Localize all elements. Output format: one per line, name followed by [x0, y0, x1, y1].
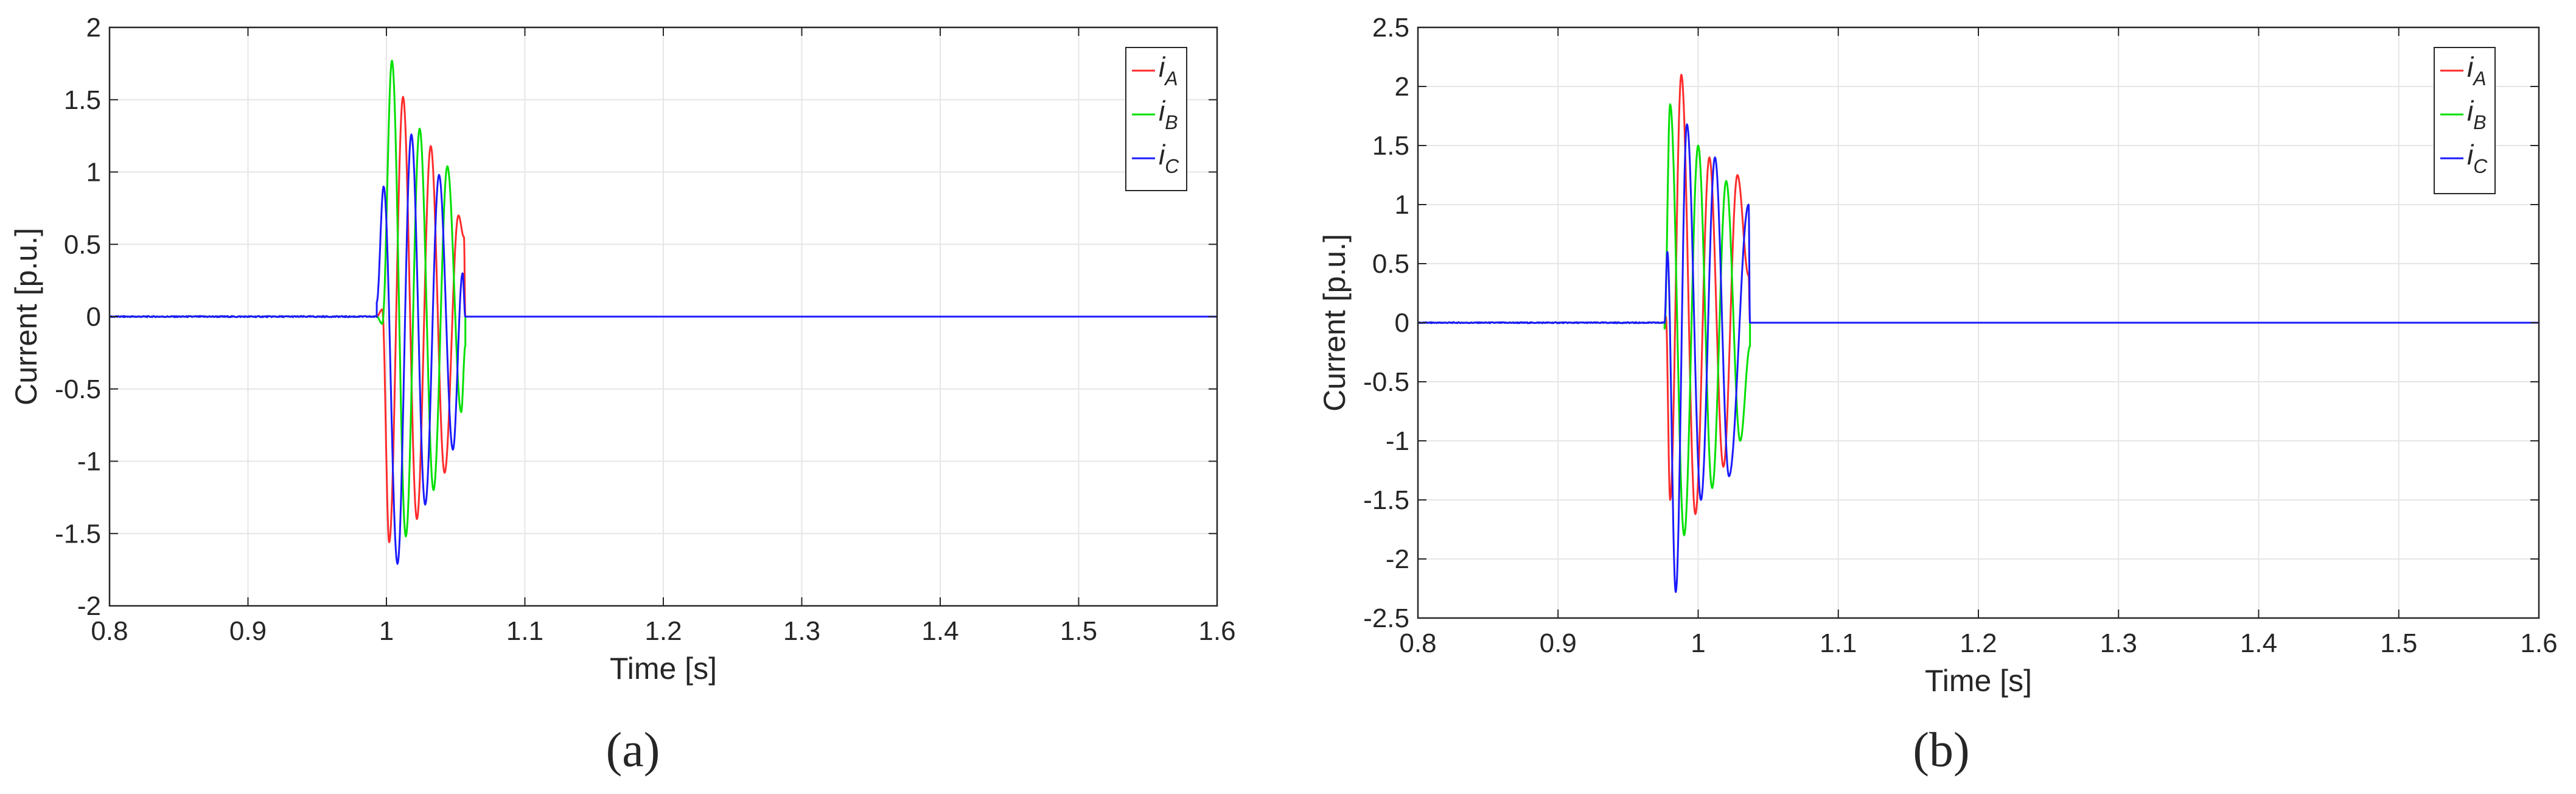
x-tick-label: 1.1 [1820, 628, 1857, 658]
legend-label-iB: iB [1159, 95, 1178, 133]
x-tick-label: 0.9 [229, 616, 267, 646]
chart-panel-b: 0.8 0.9 1 1.1 1.2 1.3 1.4 1.5 1.6 -2.5 -2 -1.5 -1 -0.… [1318, 13, 2558, 777]
legend-label-iC: iC [2467, 139, 2488, 177]
y-tick-label: 2 [86, 13, 101, 43]
y-axis-label: Current [p.u.] [9, 228, 43, 406]
y-tick-label: -2 [77, 591, 101, 621]
y-tick-label: 0.5 [1372, 249, 1409, 279]
series-line-iC [1417, 123, 2539, 593]
y-tick-label: 1.5 [1372, 131, 1409, 161]
x-tick-label: 1 [1691, 628, 1705, 658]
x-tick-label: 1.4 [2240, 628, 2277, 658]
x-tick-label: 0.8 [91, 616, 128, 646]
y-tick-label: -1.5 [55, 519, 101, 549]
y-tick-label: 2 [1395, 72, 1409, 102]
panel-label: (b) [1913, 723, 1969, 777]
y-tick-label: 1 [1395, 190, 1409, 220]
x-tick-label: 1.3 [2100, 628, 2137, 658]
x-axis-label: Time [s] [1925, 664, 2032, 698]
y-tick-label: -2 [1386, 544, 1409, 574]
x-tick-label: 1.1 [506, 616, 543, 646]
x-tick-label: 1.2 [1960, 628, 1997, 658]
legend-box [2434, 47, 2496, 194]
series-lines [1417, 74, 2539, 593]
x-tick-label: 0.9 [1540, 628, 1577, 658]
x-tick-label: 1.6 [2520, 628, 2557, 658]
x-tick-label: 1.2 [644, 616, 682, 646]
legend: iA iB iC [2434, 47, 2496, 194]
y-tick-label: -0.5 [1363, 367, 1409, 397]
y-axis-label: Current [p.u.] [1318, 234, 1352, 412]
y-tick-label: -2.5 [1363, 603, 1409, 633]
panel-label: (a) [606, 723, 660, 777]
y-tick-label: -0.5 [55, 374, 101, 404]
chart-panel-a: 0.8 0.9 1 1.1 1.2 1.3 1.4 1.5 1.6 -2 -1.5 -1 -0.5 0 0.… [9, 13, 1236, 777]
x-tick-label: 1.3 [783, 616, 820, 646]
x-axis-label: Time [s] [610, 652, 717, 686]
legend-label-iA: iA [2467, 51, 2487, 90]
y-tick-label: -1.5 [1363, 485, 1409, 515]
y-tick-label: 0.5 [64, 230, 101, 259]
series-lines [109, 60, 1217, 565]
x-tick-label: 1 [379, 616, 394, 646]
legend-label-iC: iC [1159, 139, 1179, 177]
y-tick-label: 0 [1395, 308, 1409, 338]
y-tick-label: -1 [1386, 426, 1409, 456]
x-tick-label: 1.4 [921, 616, 958, 646]
legend: iA iB iC [1125, 47, 1187, 191]
x-tick-label: 1.6 [1198, 616, 1235, 646]
x-tick-label: 1.5 [1060, 616, 1097, 646]
y-tick-label: 1.5 [64, 85, 101, 115]
y-tick-label: 2.5 [1372, 13, 1409, 43]
y-tick-label: 1 [86, 158, 101, 188]
legend-label-iB: iB [2467, 95, 2487, 133]
series-line-iC [109, 133, 1217, 565]
legend-label-iA: iA [1159, 51, 1178, 90]
y-tick-label: -1 [77, 447, 101, 477]
y-tick-label: 0 [86, 302, 101, 332]
x-tick-label: 0.8 [1399, 628, 1436, 658]
x-tick-label: 1.5 [2380, 628, 2417, 658]
